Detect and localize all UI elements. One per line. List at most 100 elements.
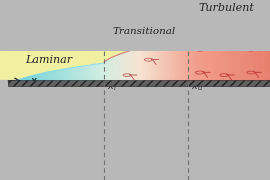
- Polygon shape: [242, 21, 243, 86]
- Polygon shape: [229, 23, 230, 86]
- Polygon shape: [178, 39, 179, 86]
- Polygon shape: [154, 44, 155, 86]
- Polygon shape: [38, 74, 39, 85]
- Polygon shape: [141, 47, 142, 86]
- Polygon shape: [268, 17, 269, 86]
- Polygon shape: [265, 19, 266, 86]
- Polygon shape: [140, 48, 141, 86]
- Polygon shape: [44, 73, 45, 86]
- Polygon shape: [169, 40, 170, 86]
- Polygon shape: [200, 28, 201, 85]
- Polygon shape: [105, 61, 106, 86]
- Polygon shape: [64, 69, 65, 86]
- Polygon shape: [52, 71, 53, 86]
- Text: Turbulent: Turbulent: [199, 3, 255, 13]
- Polygon shape: [86, 65, 87, 86]
- Polygon shape: [163, 42, 164, 86]
- Polygon shape: [180, 38, 181, 86]
- Polygon shape: [185, 37, 186, 86]
- Polygon shape: [158, 43, 159, 86]
- Polygon shape: [95, 64, 96, 86]
- Polygon shape: [28, 76, 29, 85]
- Polygon shape: [91, 65, 92, 86]
- Polygon shape: [218, 24, 219, 86]
- Polygon shape: [240, 21, 241, 86]
- Polygon shape: [97, 64, 98, 86]
- Polygon shape: [119, 54, 120, 86]
- Polygon shape: [112, 57, 113, 86]
- Polygon shape: [23, 78, 24, 86]
- Polygon shape: [48, 72, 49, 86]
- Polygon shape: [207, 29, 208, 85]
- Polygon shape: [170, 40, 171, 86]
- Polygon shape: [72, 68, 73, 86]
- Polygon shape: [46, 72, 47, 86]
- Polygon shape: [165, 41, 166, 86]
- Polygon shape: [103, 63, 104, 86]
- Polygon shape: [106, 60, 107, 86]
- Polygon shape: [232, 22, 233, 86]
- Polygon shape: [134, 49, 135, 86]
- Polygon shape: [196, 29, 197, 85]
- Polygon shape: [223, 24, 224, 86]
- Polygon shape: [55, 70, 56, 85]
- Polygon shape: [120, 54, 121, 86]
- Polygon shape: [124, 52, 125, 86]
- Polygon shape: [49, 72, 50, 86]
- Polygon shape: [150, 45, 151, 86]
- Polygon shape: [94, 64, 95, 85]
- Polygon shape: [25, 77, 26, 86]
- Polygon shape: [263, 19, 264, 86]
- Polygon shape: [211, 26, 212, 85]
- Polygon shape: [131, 50, 132, 86]
- Polygon shape: [264, 19, 265, 86]
- Polygon shape: [258, 18, 259, 86]
- Polygon shape: [216, 24, 217, 86]
- Polygon shape: [15, 81, 16, 86]
- Polygon shape: [269, 17, 270, 86]
- Polygon shape: [199, 28, 200, 85]
- Polygon shape: [50, 71, 51, 86]
- Text: Transitional: Transitional: [113, 27, 176, 36]
- Polygon shape: [251, 19, 252, 86]
- Polygon shape: [21, 78, 22, 86]
- Polygon shape: [80, 66, 81, 86]
- Text: Laminar: Laminar: [25, 55, 72, 65]
- Polygon shape: [42, 73, 43, 85]
- Polygon shape: [227, 24, 228, 86]
- Polygon shape: [222, 24, 223, 86]
- Polygon shape: [70, 68, 71, 86]
- Polygon shape: [53, 71, 54, 86]
- Polygon shape: [115, 55, 116, 86]
- Polygon shape: [122, 53, 123, 86]
- Polygon shape: [32, 75, 33, 86]
- Polygon shape: [252, 18, 253, 86]
- Polygon shape: [181, 38, 182, 86]
- Polygon shape: [143, 47, 144, 86]
- Polygon shape: [220, 24, 221, 86]
- Polygon shape: [233, 21, 234, 85]
- Polygon shape: [236, 21, 237, 86]
- Polygon shape: [12, 83, 13, 85]
- Polygon shape: [65, 69, 66, 86]
- Polygon shape: [172, 40, 173, 86]
- Polygon shape: [267, 17, 268, 86]
- Polygon shape: [13, 82, 14, 85]
- Polygon shape: [96, 64, 97, 86]
- Polygon shape: [83, 66, 84, 86]
- Polygon shape: [116, 55, 117, 86]
- Polygon shape: [37, 74, 38, 86]
- Polygon shape: [11, 83, 12, 86]
- Polygon shape: [204, 29, 205, 85]
- Polygon shape: [234, 21, 235, 86]
- Polygon shape: [219, 24, 220, 86]
- Polygon shape: [142, 47, 143, 86]
- Polygon shape: [19, 79, 20, 86]
- Polygon shape: [177, 39, 178, 86]
- Polygon shape: [18, 80, 19, 85]
- Polygon shape: [129, 51, 130, 86]
- Polygon shape: [260, 18, 261, 86]
- Polygon shape: [201, 28, 202, 85]
- Polygon shape: [171, 40, 172, 86]
- Polygon shape: [241, 21, 242, 86]
